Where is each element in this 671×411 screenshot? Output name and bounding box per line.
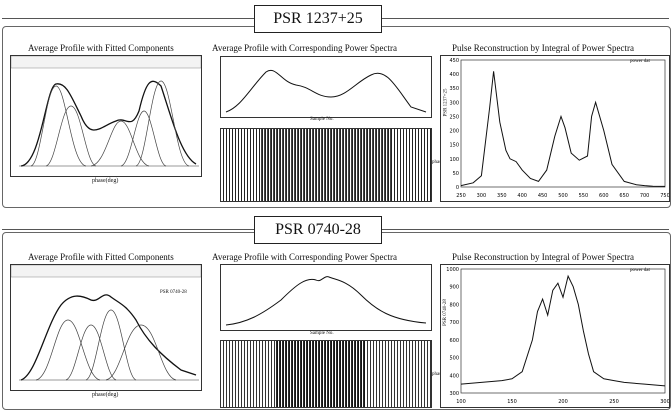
- section-2-rule-right: [380, 229, 669, 230]
- y-tick-label: 600: [449, 338, 459, 344]
- spectra-1-xlabel: Sample No.: [310, 117, 334, 122]
- y-tick-label: 900: [449, 285, 459, 291]
- y-tick-label: 300: [449, 100, 459, 106]
- panel-1-3-title: Pulse Reconstruction by Integral of Powe…: [452, 43, 634, 53]
- fit-1-comp: [45, 105, 97, 167]
- y-tick-label: 450: [449, 58, 459, 64]
- fit-1-comp: [135, 80, 190, 167]
- x-tick-label: 150: [507, 399, 517, 405]
- y-tick-label: 700: [449, 320, 459, 326]
- spectra-2-profile-svg: [225, 276, 427, 326]
- series-line: [460, 274, 666, 387]
- fit-1-xlabel: phase(deg): [92, 178, 119, 184]
- fit-2-comp: [65, 324, 117, 381]
- spectra-plot-2-profile: [220, 264, 432, 331]
- spectra-plot-2-grid: [220, 340, 432, 408]
- fit-2-comp: [35, 319, 101, 381]
- spectra-plot-1-profile: [220, 56, 432, 118]
- section-2-rule: [2, 229, 254, 230]
- spectra-2-xlabel: Sample No.: [310, 331, 334, 336]
- x-tick-label: 700: [640, 193, 650, 199]
- spectra-2-ylabel: phase: [432, 372, 444, 377]
- panel-1-1-title: Average Profile with Fitted Components: [28, 43, 174, 53]
- fit-2-inset: PSR 0740-28: [160, 290, 187, 295]
- spectra-1-dark-band: [261, 129, 391, 201]
- y-tick-label: 150: [449, 143, 459, 149]
- recon-1-svg: 250 300 350 400 450 500 550 600 650 700 750 0 50 100 1…: [449, 58, 669, 199]
- spectra-1-profile-line: [225, 69, 427, 113]
- spectra-2-profile-line: [225, 276, 427, 326]
- x-tick-label: 550: [579, 193, 589, 199]
- spectra-plot-1-grid: [220, 128, 432, 202]
- fit-plot-2: [10, 264, 202, 391]
- y-tick-label: 200: [449, 129, 459, 135]
- y-tick-label: 300: [449, 391, 459, 397]
- recon-2-ylabel: PSR 0740-28: [442, 299, 448, 326]
- recon-chart-1: 250 300 350 400 450 500 550 600 650 700 750 0 50 100 1…: [440, 55, 670, 202]
- panel-1-2-title: Average Profile with Corresponding Power…: [212, 43, 398, 53]
- panel-2-3-title: Pulse Reconstruction by Integral of Powe…: [452, 252, 634, 262]
- fit-2-comp: [85, 309, 137, 381]
- fit-plot-1: [10, 55, 202, 177]
- recon-2-svg: 100 150 200 250 300 300 400 500 600 700 800 900 1000: [446, 267, 669, 405]
- recon-chart-2: 100 150 200 250 300 300 400 500 600 700 800 900 1000: [440, 264, 670, 408]
- y-tick-label: 400: [449, 373, 459, 379]
- y-tick-label: 0: [456, 185, 459, 191]
- spectra-1-profile-svg: [225, 69, 427, 113]
- recon-1-ylabel: PSR 1237+25: [443, 88, 449, 117]
- x-tick-label: 650: [619, 193, 629, 199]
- plot-area: [460, 59, 666, 188]
- fit-2-profile: [20, 294, 197, 381]
- x-tick-label: 500: [558, 193, 568, 199]
- y-tick-label: 50: [453, 171, 459, 177]
- x-tick-label: 300: [660, 399, 669, 405]
- x-tick-label: 250: [609, 399, 619, 405]
- x-tick-label: 600: [599, 193, 609, 199]
- y-tick-label: 250: [449, 114, 459, 120]
- fit-2-xlabel: phase(deg): [92, 392, 119, 398]
- panel-2-1-title: Average Profile with Fitted Components: [28, 252, 174, 262]
- x-tick-label: 750: [660, 193, 669, 199]
- fit-2-comp: [105, 324, 177, 381]
- y-tick-label: 400: [449, 72, 459, 78]
- section-1-rule-right: [380, 18, 669, 19]
- fit-plot-1-svg: [11, 56, 201, 167]
- x-tick-label: 200: [558, 399, 568, 405]
- x-tick-label: 300: [477, 193, 487, 199]
- y-tick-label: 1000: [446, 267, 459, 273]
- fit-1-comp: [30, 85, 87, 167]
- section-1-title: PSR 1237+25: [254, 5, 382, 33]
- x-tick-label: 350: [497, 193, 507, 199]
- y-tick-label: 500: [449, 356, 459, 362]
- fit-plot-2-svg: [11, 265, 201, 381]
- fit-2-table: [11, 265, 201, 278]
- fit-1-profile: [20, 80, 197, 167]
- y-tick-label: 350: [449, 86, 459, 92]
- y-tick-label: 100: [449, 157, 459, 163]
- section-1-rule: [2, 18, 254, 19]
- panel-2-2-title: Average Profile with Corresponding Power…: [212, 252, 398, 262]
- y-tick-label: 800: [449, 302, 459, 308]
- plot-area: [460, 268, 666, 394]
- section-2-title: PSR 0740-28: [254, 216, 382, 244]
- x-tick-label: 250: [456, 193, 466, 199]
- recon-2-legend: power dat: [630, 268, 650, 273]
- series-line: [460, 71, 666, 187]
- fit-1-comp: [120, 110, 167, 167]
- spectra-1-ylabel: phase: [432, 160, 444, 165]
- recon-1-legend: power dat: [630, 59, 650, 64]
- fit-1-comp: [90, 120, 150, 167]
- x-tick-label: 450: [538, 193, 548, 199]
- x-tick-label: 400: [517, 193, 527, 199]
- fit-1-table: [11, 56, 201, 69]
- spectra-2-dark-band: [276, 341, 366, 407]
- x-tick-label: 100: [456, 399, 466, 405]
